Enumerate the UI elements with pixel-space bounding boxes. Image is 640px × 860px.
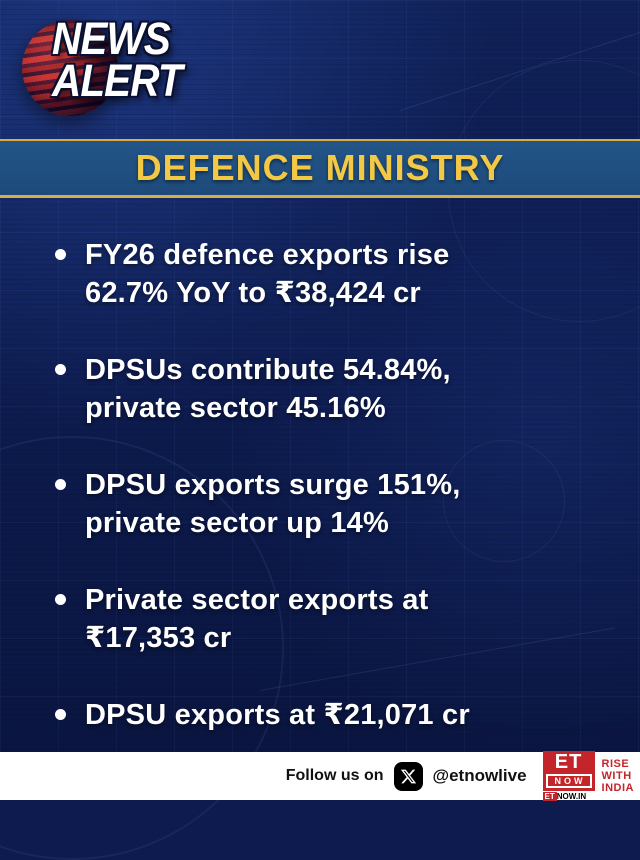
etnow-logo-url: ET NOW.IN (542, 792, 595, 801)
bullet-text: DPSUs contribute 54.84%, private sector … (85, 354, 451, 424)
news-alert-logo: NEWS ALERT (22, 12, 252, 127)
background-ring (443, 440, 565, 562)
logo-line-news: NEWS (52, 13, 171, 64)
etnow-logo: ET NOW ET NOW.IN RISE WITH INDIA (542, 751, 634, 801)
red-globe-icon (22, 20, 118, 116)
bullet-list: FY26 defence exports rise 62.7% YoY to ₹… (55, 236, 590, 773)
bullet-dot-icon (55, 594, 66, 605)
bullet-item: DPSU exports surge 151%, private sector … (55, 466, 590, 542)
bullet-text: FY26 defence exports rise 62.7% YoY to ₹… (85, 239, 450, 309)
news-alert-logo-text: NEWS ALERT (52, 13, 183, 106)
etnow-logo-box: ET NOW ET NOW.IN (542, 751, 595, 801)
bullet-item: Private sector exports at ₹17,353 cr (55, 581, 590, 657)
bullet-item: DPSUs contribute 54.84%, private sector … (55, 351, 590, 427)
social-handle: @etnowlive (432, 766, 527, 785)
bullet-dot-icon (55, 479, 66, 490)
etnow-logo-et: ET (554, 751, 583, 773)
footer-bar: Follow us on @etnowlive ET NOW ET NOW.IN… (0, 751, 640, 801)
banner-title: DEFENCE MINISTRY (135, 147, 505, 188)
etnow-url-et: ET (542, 792, 557, 801)
bullet-item: FY26 defence exports rise 62.7% YoY to ₹… (55, 236, 590, 312)
bullet-text: DPSU exports at ₹21,071 cr (85, 699, 470, 731)
etnow-url-rest: NOW.IN (556, 792, 587, 801)
rise-with-india-tagline: RISE WITH INDIA (601, 758, 634, 794)
topic-banner: DEFENCE MINISTRY (0, 139, 640, 198)
etnow-logo-red-box: ET NOW (542, 751, 595, 791)
bullet-dot-icon (55, 709, 66, 720)
bullet-text: Private sector exports at ₹17,353 cr (85, 584, 429, 654)
bullet-item: DPSU exports at ₹21,071 cr (55, 696, 590, 734)
bullet-text: DPSU exports surge 151%, private sector … (85, 469, 461, 539)
bullet-dot-icon (55, 364, 66, 375)
x-logo-icon (393, 761, 423, 791)
logo-line-alert: ALERT (52, 55, 183, 106)
etnow-logo-now: NOW (545, 774, 592, 788)
bullet-dot-icon (55, 249, 66, 260)
follow-us-label: Follow us on (285, 767, 384, 784)
